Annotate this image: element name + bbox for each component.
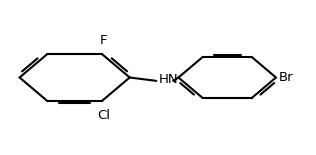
- Text: Br: Br: [278, 71, 293, 84]
- Text: HN: HN: [159, 73, 178, 86]
- Text: Cl: Cl: [97, 109, 110, 122]
- Text: F: F: [100, 34, 107, 47]
